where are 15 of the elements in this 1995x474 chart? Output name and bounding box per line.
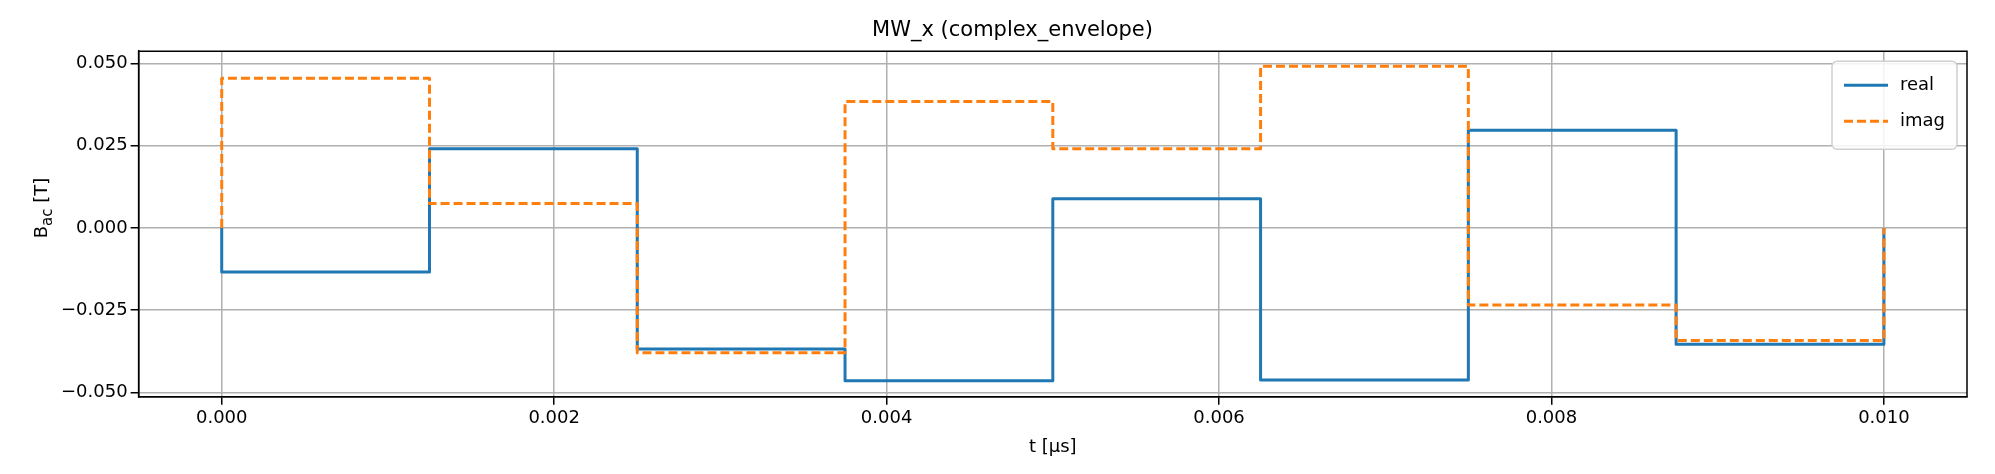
x-tick-label: 0.000: [195, 406, 248, 428]
x-tick-label: 0.004: [860, 406, 913, 428]
y-tick-label: −0.025: [60, 297, 128, 319]
y-tick-label: 0.050: [76, 51, 128, 73]
x-tick-label: 0.006: [1193, 406, 1245, 428]
x-tick-label: 0.002: [528, 406, 580, 428]
x-tick-label: 0.010: [1858, 406, 1910, 428]
y-tick-label: 0.000: [76, 215, 128, 237]
chart-title: MW_x (complex_envelope): [872, 17, 1153, 43]
y-tick-label: 0.025: [76, 133, 128, 155]
x-axis-title: t [μs]: [1028, 434, 1077, 456]
legend-label: imag: [1900, 108, 1946, 130]
y-tick-label: −0.050: [60, 380, 128, 402]
legend-label: real: [1900, 72, 1935, 94]
x-tick-label: 0.008: [1525, 406, 1578, 428]
